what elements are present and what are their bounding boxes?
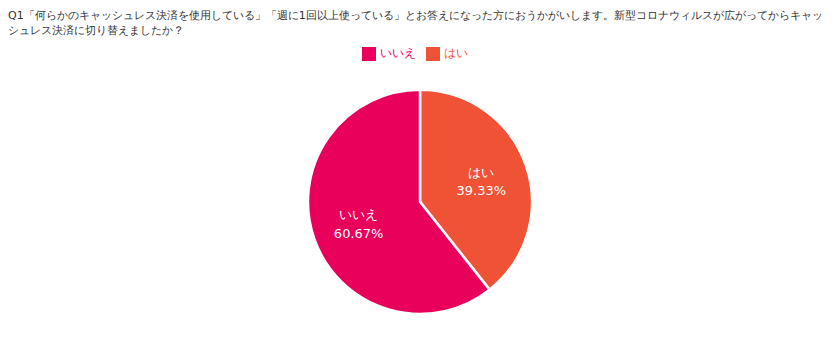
html-text:Q1「何らかのキャッシュレス決済を使用している」「週に1回以: Q1「何らかのキャッシュレス決済を使用している」「週に1回以上使っている」とお答… <box>8 9 823 37</box>
svg-text:はい39.33%: はい39.33% <box>457 165 507 198</box>
html-text:はい: はい <box>444 46 468 60</box>
svg-text:いいえ60.67%: いいえ60.67% <box>334 207 384 240</box>
html-text:いいえ: いいえ <box>380 46 416 60</box>
